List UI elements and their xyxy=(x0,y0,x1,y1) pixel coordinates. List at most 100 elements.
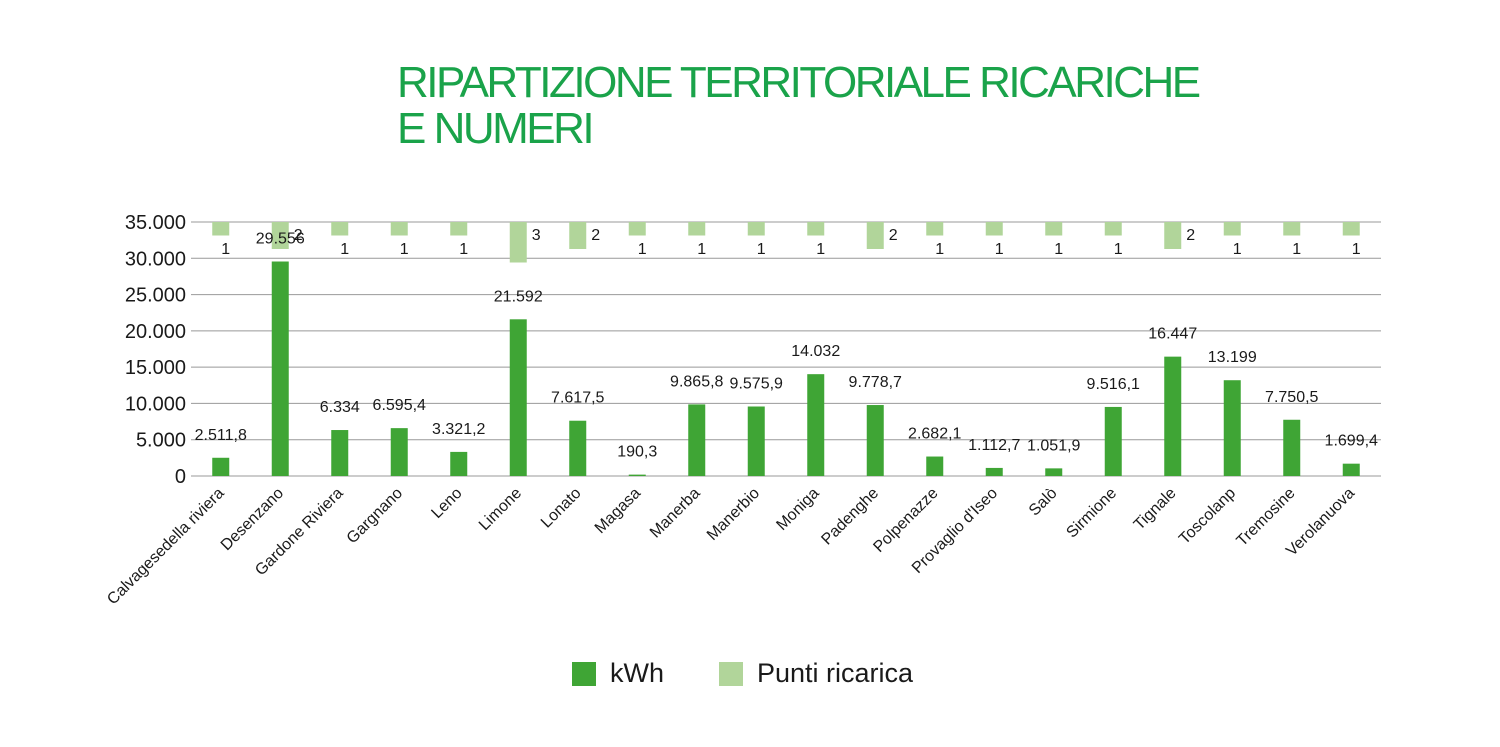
punti-bar[interactable] xyxy=(926,222,944,236)
legend-swatch-punti xyxy=(719,661,743,686)
kwh-bar[interactable] xyxy=(807,374,825,476)
chart-title: RIPARTIZIONE TERRITORIALE RICARICHE E NU… xyxy=(397,60,1297,152)
kwh-bar[interactable] xyxy=(212,457,230,476)
punti-data-label: 2 xyxy=(1186,227,1195,244)
kwh-data-label: 9.575,9 xyxy=(730,376,783,393)
kwh-series: 2.511,8 29.556 6.334 6.595,4 3.321,2 21.592 7.… xyxy=(195,231,1378,476)
punti-bar[interactable] xyxy=(1283,222,1301,236)
punti-bar[interactable] xyxy=(390,222,408,236)
kwh-bar[interactable] xyxy=(688,404,706,476)
y-tick-label: 0 xyxy=(175,466,186,488)
kwh-data-label: 21.592 xyxy=(494,288,543,305)
kwh-data-label: 7.750,5 xyxy=(1265,389,1318,406)
category-label: Sirmione xyxy=(1063,485,1120,542)
category-label: Moniga xyxy=(773,485,822,534)
kwh-bar[interactable] xyxy=(509,319,527,476)
kwh-data-label: 1.112,7 xyxy=(968,437,1020,454)
punti-data-label: 1 xyxy=(1352,241,1361,258)
category-label: Tignale xyxy=(1131,485,1180,534)
punti-bar[interactable] xyxy=(1164,222,1182,249)
kwh-bar[interactable] xyxy=(985,467,1003,476)
category-label: Calvagesedella riviera xyxy=(104,485,227,608)
kwh-data-label: 6.334 xyxy=(320,399,360,416)
category-label: Gargnano xyxy=(344,485,406,547)
kwh-bar[interactable] xyxy=(1164,356,1182,476)
kwh-bar[interactable] xyxy=(271,261,289,476)
punti-bar[interactable] xyxy=(331,222,349,236)
punti-data-label: 1 xyxy=(340,241,349,258)
punti-bar[interactable] xyxy=(212,222,230,236)
punti-data-label: 1 xyxy=(221,241,230,258)
kwh-data-label: 9.865,8 xyxy=(670,373,723,390)
punti-data-label: 1 xyxy=(1114,241,1123,258)
y-tick-label: 30.000 xyxy=(125,248,186,270)
punti-data-label: 1 xyxy=(697,241,706,258)
category-label: Lonato xyxy=(538,485,585,532)
kwh-bar[interactable] xyxy=(390,428,408,476)
punti-bar[interactable] xyxy=(450,222,468,236)
kwh-data-label: 14.032 xyxy=(791,343,840,360)
y-tick-label: 10.000 xyxy=(125,393,186,415)
category-label: Tremosine xyxy=(1234,485,1299,550)
chart-title-line-2: E NUMERI xyxy=(397,104,595,153)
punti-bar[interactable] xyxy=(866,222,884,249)
y-tick-label: 5.000 xyxy=(136,430,186,452)
punti-bar[interactable] xyxy=(271,222,289,249)
category-label: Toscolanp xyxy=(1176,485,1239,548)
punti-bar[interactable] xyxy=(1104,222,1122,236)
kwh-data-label: 7.617,5 xyxy=(551,390,604,407)
kwh-bar[interactable] xyxy=(1342,463,1360,476)
punti-bar[interactable] xyxy=(688,222,706,236)
punti-bar[interactable] xyxy=(1342,222,1360,236)
y-tick-label: 20.000 xyxy=(125,321,186,343)
punti-bar[interactable] xyxy=(985,222,1003,236)
kwh-data-label: 2.511,8 xyxy=(195,427,247,444)
kwh-data-label: 1.699,4 xyxy=(1325,433,1378,450)
kwh-bar[interactable] xyxy=(1223,380,1241,476)
punti-data-label: 3 xyxy=(532,227,541,244)
legend-label-punti: Punti ricarica xyxy=(757,658,914,688)
kwh-bar[interactable] xyxy=(569,420,587,476)
kwh-bar[interactable] xyxy=(628,474,646,476)
kwh-bar[interactable] xyxy=(331,430,349,476)
punti-data-label: 2 xyxy=(889,227,898,244)
punti-data-label: 1 xyxy=(995,241,1004,258)
legend-item-kwh[interactable]: kWh xyxy=(572,658,664,689)
punti-data-label: 1 xyxy=(757,241,766,258)
punti-bar[interactable] xyxy=(628,222,646,236)
punti-data-label: 1 xyxy=(400,241,409,258)
kwh-data-label: 6.595,4 xyxy=(373,397,426,414)
punti-bar[interactable] xyxy=(807,222,825,236)
punti-bar[interactable] xyxy=(1045,222,1063,236)
kwh-data-label: 2.682,1 xyxy=(908,426,961,443)
punti-bar[interactable] xyxy=(1223,222,1241,236)
kwh-bar[interactable] xyxy=(1045,468,1063,476)
category-label: Leno xyxy=(428,485,465,522)
punti-bar[interactable] xyxy=(747,222,765,236)
kwh-bar[interactable] xyxy=(747,406,765,476)
kwh-data-label: 190,3 xyxy=(617,444,657,461)
legend-item-punti[interactable]: Punti ricarica xyxy=(719,658,913,689)
punti-data-label: 1 xyxy=(1292,241,1301,258)
kwh-bar[interactable] xyxy=(866,405,884,476)
y-tick-label: 25.000 xyxy=(125,285,186,307)
y-tick-label: 35.000 xyxy=(125,212,186,234)
category-label: Padenghe xyxy=(818,485,882,549)
kwh-bar[interactable] xyxy=(926,456,944,476)
kwh-data-label: 3.321,2 xyxy=(432,421,485,438)
punti-bar[interactable] xyxy=(569,222,587,249)
chart-title-line-1: RIPARTIZIONE TERRITORIALE RICARICHE xyxy=(397,58,1201,107)
punti-bar[interactable] xyxy=(509,222,527,263)
kwh-data-label: 1.051,9 xyxy=(1027,437,1080,454)
kwh-bar[interactable] xyxy=(450,451,468,476)
punti-ricarica-series: 1 2 1 1 1 3 2 1 1 1 1 2 1 1 1 1 2 1 1 1 xyxy=(212,222,1361,263)
kwh-bar[interactable] xyxy=(1283,419,1301,476)
category-label: Manerbio xyxy=(704,485,763,544)
punti-data-label: 2 xyxy=(294,227,303,244)
punti-data-label: 1 xyxy=(1233,241,1242,258)
kwh-bar[interactable] xyxy=(1104,406,1122,476)
kwh-data-label: 13.199 xyxy=(1208,349,1257,366)
category-label: Salò xyxy=(1026,485,1061,520)
